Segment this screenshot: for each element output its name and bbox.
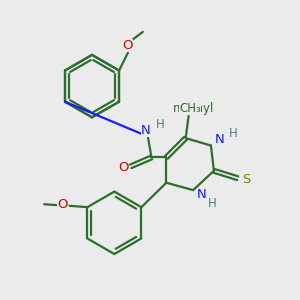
- Text: H: H: [156, 118, 165, 131]
- Text: O: O: [118, 161, 128, 174]
- Text: CH₃: CH₃: [179, 102, 201, 115]
- Text: H: H: [208, 197, 217, 210]
- Text: S: S: [242, 173, 251, 186]
- Text: N: N: [215, 133, 225, 146]
- Text: N: N: [197, 188, 207, 201]
- Text: O: O: [123, 39, 133, 52]
- Text: methyl: methyl: [172, 102, 214, 115]
- Text: O: O: [57, 198, 67, 211]
- Text: N: N: [141, 124, 150, 137]
- Text: H: H: [229, 127, 238, 140]
